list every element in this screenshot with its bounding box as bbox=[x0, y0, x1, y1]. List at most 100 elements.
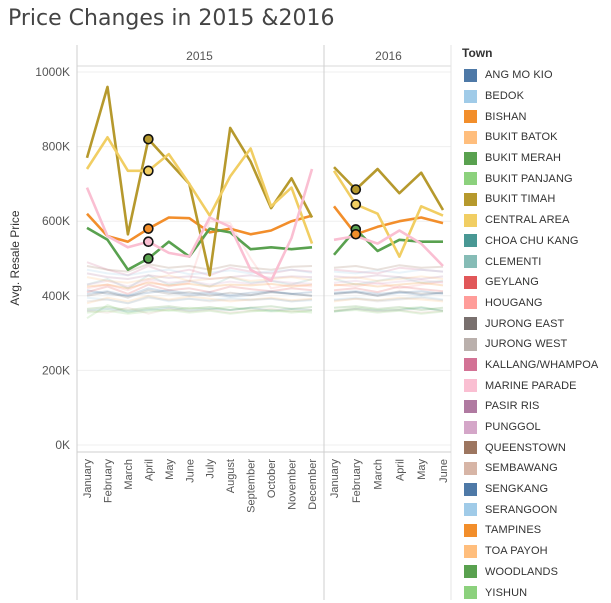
x-tick-label: July bbox=[205, 459, 217, 479]
legend-swatch bbox=[464, 234, 477, 248]
series-group bbox=[85, 85, 445, 320]
legend-item[interactable]: QUEENSTOWN bbox=[462, 437, 611, 458]
legend-item[interactable]: SENGKANG bbox=[462, 479, 611, 500]
series-line-hougang bbox=[86, 220, 313, 292]
series-line-punggol bbox=[86, 278, 313, 288]
legend-title: Town bbox=[462, 46, 493, 60]
series-line-ang-mo-kio bbox=[333, 290, 444, 297]
legend-item[interactable]: JURONG WEST bbox=[462, 334, 611, 355]
legend-item[interactable]: YISHUN bbox=[462, 582, 611, 603]
series-line-jurong-east bbox=[333, 290, 444, 297]
legend-label: ANG MO KIO bbox=[485, 69, 553, 82]
series-line-sembawang bbox=[333, 307, 444, 314]
legend-item[interactable]: GEYLANG bbox=[462, 272, 611, 293]
x-tick-label: April bbox=[143, 459, 155, 481]
series-line-serangoon bbox=[333, 268, 444, 275]
legend-item[interactable]: HOUGANG bbox=[462, 293, 611, 314]
x-tick-label: January bbox=[329, 459, 341, 499]
legend-item[interactable]: CHOA CHU KANG bbox=[462, 231, 611, 252]
x-tick-label: October bbox=[266, 459, 278, 498]
legend-item[interactable]: KALLANG/WHAMPOA bbox=[462, 355, 611, 376]
legend-item[interactable]: MARINE PARADE bbox=[462, 375, 611, 396]
legend-item[interactable]: TAMPINES bbox=[462, 520, 611, 541]
legend-label: BUKIT TIMAH bbox=[485, 193, 556, 206]
x-tick-label: September bbox=[246, 459, 258, 513]
legend-label: TAMPINES bbox=[485, 524, 542, 537]
y-tick-label: 1000K bbox=[35, 65, 70, 79]
series-line-bukit-batok bbox=[333, 296, 444, 303]
legend-item[interactable]: JURONG EAST bbox=[462, 313, 611, 334]
legend-item[interactable]: BISHAN bbox=[462, 106, 611, 127]
series-line-central-area bbox=[332, 170, 444, 258]
legend-swatch bbox=[464, 130, 477, 144]
series-line-kallang-whampoa bbox=[333, 266, 444, 275]
legend-label: BUKIT PANJANG bbox=[485, 172, 573, 185]
series-line-hougang bbox=[333, 280, 444, 290]
legend-swatch bbox=[464, 379, 477, 393]
point-marker-central-area bbox=[350, 199, 362, 210]
legend-label: BEDOK bbox=[485, 90, 525, 103]
series-line-bishan bbox=[332, 205, 444, 236]
legend-label: JURONG EAST bbox=[485, 317, 565, 330]
x-tick-label: March bbox=[123, 459, 135, 490]
x-tick-label: June bbox=[438, 459, 450, 483]
legend-item[interactable]: PUNGGOL bbox=[462, 417, 611, 438]
legend-label: BUKIT MERAH bbox=[485, 152, 562, 165]
x-tick-label: March bbox=[373, 459, 385, 490]
series-line-woodlands bbox=[333, 305, 444, 311]
legend-item[interactable]: BUKIT TIMAH bbox=[462, 189, 611, 210]
point-marker-central-area bbox=[143, 165, 154, 177]
legend-item[interactable]: CLEMENTI bbox=[462, 251, 611, 272]
series-line-sengkang bbox=[333, 290, 444, 297]
series-line-choa-chu-kang bbox=[333, 306, 444, 313]
series-line-jurong-east bbox=[86, 289, 313, 299]
legend-item[interactable]: WOODLANDS bbox=[462, 562, 611, 583]
legend: Town ANG MO KIO BEDOK BISHAN BUKIT BATOK BUK… bbox=[462, 46, 611, 603]
series-line-pasir-ris bbox=[333, 274, 444, 280]
legend-item[interactable]: BUKIT PANJANG bbox=[462, 168, 611, 189]
legend-label: YISHUN bbox=[485, 586, 528, 599]
legend-label: KALLANG/WHAMPOA bbox=[485, 358, 599, 371]
series-line-pasir-ris bbox=[86, 272, 313, 280]
legend-item[interactable]: SEMBAWANG bbox=[462, 458, 611, 479]
series-line-choa-chu-kang bbox=[86, 306, 313, 313]
legend-item[interactable]: BUKIT MERAH bbox=[462, 148, 611, 169]
x-tick-label: June bbox=[184, 459, 196, 483]
legend-label: SEMBAWANG bbox=[485, 462, 558, 475]
legend-swatch bbox=[464, 461, 477, 475]
legend-item[interactable]: TOA PAYOH bbox=[462, 541, 611, 562]
series-line-bukit-panjang bbox=[86, 304, 313, 320]
x-tick-label: August bbox=[225, 459, 237, 493]
y-tick-label: 400K bbox=[42, 289, 70, 303]
series-line-bedok bbox=[86, 295, 313, 305]
legend-item[interactable]: CENTRAL AREA bbox=[462, 210, 611, 231]
legend-swatch bbox=[464, 192, 477, 206]
legend-swatch bbox=[464, 503, 477, 517]
legend-label: BISHAN bbox=[485, 110, 527, 123]
legend-swatch bbox=[464, 296, 477, 310]
x-tick-label: May bbox=[416, 459, 428, 480]
legend-label: CENTRAL AREA bbox=[485, 214, 570, 227]
legend-label: SENGKANG bbox=[485, 483, 549, 496]
series-line-sembawang bbox=[86, 306, 313, 315]
legend-swatch bbox=[464, 544, 477, 558]
legend-item[interactable]: SERANGOON bbox=[462, 499, 611, 520]
legend-swatch bbox=[464, 89, 477, 103]
legend-item[interactable]: BUKIT BATOK bbox=[462, 127, 611, 148]
legend-swatch bbox=[464, 420, 477, 434]
legend-item[interactable]: ANG MO KIO bbox=[462, 65, 611, 86]
y-tick-label: 600K bbox=[42, 214, 70, 228]
series-line-bedok bbox=[333, 295, 444, 302]
point-marker-bishan bbox=[143, 223, 154, 234]
series-line-jurong-west bbox=[86, 296, 313, 305]
legend-item[interactable]: PASIR RIS bbox=[462, 396, 611, 417]
legend-label: JURONG WEST bbox=[485, 338, 568, 351]
point-marker-bukit-timah bbox=[143, 133, 154, 145]
legend-swatch bbox=[464, 151, 477, 165]
series-line-ang-mo-kio bbox=[86, 287, 313, 298]
panel-label-2015: 2015 bbox=[186, 49, 213, 63]
legend-swatch bbox=[464, 482, 477, 496]
legend-swatch bbox=[464, 565, 477, 579]
legend-item[interactable]: BEDOK bbox=[462, 86, 611, 107]
